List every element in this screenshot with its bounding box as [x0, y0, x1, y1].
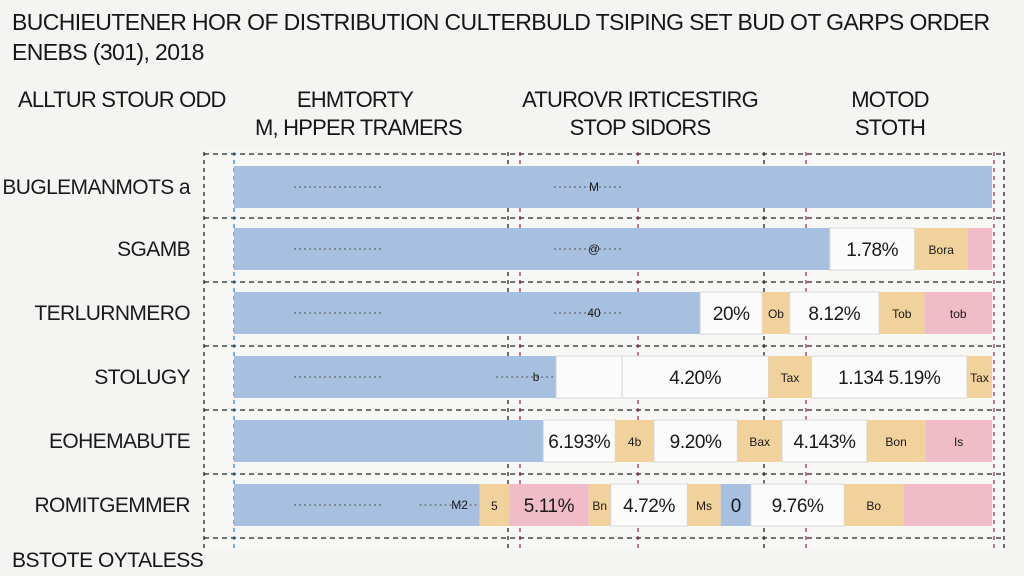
bar-segment-label: Tob — [892, 307, 912, 321]
bar-segment — [789, 291, 880, 335]
bar-segment-label: Bn — [592, 499, 607, 513]
bar-mark-label: M — [589, 180, 599, 194]
category-label: EOHEMABUTE — [49, 430, 191, 453]
column-header-1-line1: EHMTORTY — [296, 87, 414, 112]
plot-area — [204, 150, 1004, 550]
bar-segment — [924, 292, 992, 334]
column-header-3-line1: MOTOD — [851, 87, 929, 112]
column-header-3: MOTOD STOTH — [820, 86, 960, 142]
bar-segment — [234, 228, 830, 270]
bar-segment — [903, 484, 992, 526]
bar-segment-label: tob — [950, 307, 967, 321]
column-header-2-line1: ATUROVR IRTICESTIRG — [522, 87, 759, 112]
category-label: TERLURNMERO — [34, 302, 190, 325]
bar-segment — [737, 420, 783, 462]
bar-segment — [762, 292, 790, 334]
column-header-2: ATUROVR IRTICESTIRG STOP SIDORS — [505, 86, 775, 142]
bar-segment-label: Bora — [929, 243, 955, 257]
bar-segment-label: Ms — [696, 499, 712, 513]
bar-segment — [768, 356, 812, 398]
bar-segment — [687, 484, 721, 526]
bar-segment-label: 1.78% — [846, 240, 898, 261]
bar-segment — [699, 291, 763, 335]
bar-segment — [234, 484, 480, 526]
bar-segment — [866, 420, 926, 462]
bar-segment-label: 9.76% — [772, 496, 824, 517]
bar-segment-label: 4.143% — [793, 432, 856, 453]
bar-segment — [234, 166, 992, 208]
bar-segment-label: 20% — [713, 304, 750, 325]
bar-segment-label: Tax — [781, 371, 800, 385]
bar-segment-label: 4b — [628, 435, 642, 449]
bar-segment — [811, 355, 968, 399]
bar-segment — [720, 484, 751, 526]
category-label: ROMITGEMMER — [34, 494, 190, 517]
bar-mark-label: M2 — [451, 498, 468, 512]
column-header-category: ALLTUR STOUR ODD — [18, 87, 226, 112]
chart-subtitle: ENEBS (301), 2018 — [12, 39, 204, 65]
chart-title: BUCHIEUTENER HOR OF DISTRIBUTION CULTERB… — [12, 9, 990, 35]
bar-segment — [967, 228, 992, 270]
bar-segment — [750, 483, 845, 527]
bar-segment — [844, 484, 904, 526]
bar-segment — [509, 484, 589, 526]
bar-segment — [234, 292, 701, 334]
bar-segment-label: 5 — [491, 499, 498, 513]
bar-mark-label: 40 — [587, 306, 601, 320]
bar-segment-label: Bon — [885, 435, 906, 449]
bar-segment — [653, 419, 738, 463]
bar-segment-label: 5.11% — [524, 496, 575, 517]
bar-segment — [588, 484, 611, 526]
bar-segment — [925, 420, 992, 462]
bar-segment-label: Bax — [749, 435, 770, 449]
bar-segment — [610, 483, 688, 527]
bar-segment — [615, 420, 654, 462]
bar-segment-label: Bo — [866, 499, 881, 513]
bar-segment-label: 4.72% — [623, 496, 675, 517]
bar-mark-label: @ — [588, 242, 600, 256]
bar-segment — [879, 292, 925, 334]
column-header-2-line2: STOP SIDORS — [569, 115, 712, 140]
bar-mark-label: b — [533, 370, 540, 384]
bar-segment — [621, 355, 769, 399]
column-header-1: EHMTORTY M, HPPER TRAMERS — [255, 86, 463, 142]
bar-segment-label: 9.20% — [670, 432, 722, 453]
column-header-3-line2: STOTH — [854, 115, 926, 140]
bar-segment-label: Is — [954, 435, 963, 449]
column-header-1-line2: M, HPPER TRAMERS — [255, 115, 463, 140]
bar-segment-label: Tax — [970, 371, 989, 385]
bar-segment-label: 8.12% — [808, 304, 860, 325]
bar-segment-label: 6.193% — [548, 432, 611, 453]
bar-segment — [966, 356, 992, 398]
category-label: STOLUGY — [94, 366, 190, 389]
chart-footer: BSTOTE OYTALESS — [12, 549, 204, 572]
bar-segment — [914, 228, 968, 270]
category-label: SGAMB — [117, 238, 190, 261]
bar-segment-label: Ob — [768, 307, 784, 321]
bar-segment-label: 4.20% — [669, 368, 721, 389]
bar-segment — [479, 484, 510, 526]
bar-segment-label: 1.134 5.19% — [838, 368, 941, 389]
bar-segment-label: 0 — [731, 496, 741, 517]
bar-segment — [234, 420, 544, 462]
bar-segment — [781, 419, 868, 463]
bar-segment — [555, 355, 623, 399]
category-label: BUGLEMANMOTS a — [2, 176, 191, 199]
